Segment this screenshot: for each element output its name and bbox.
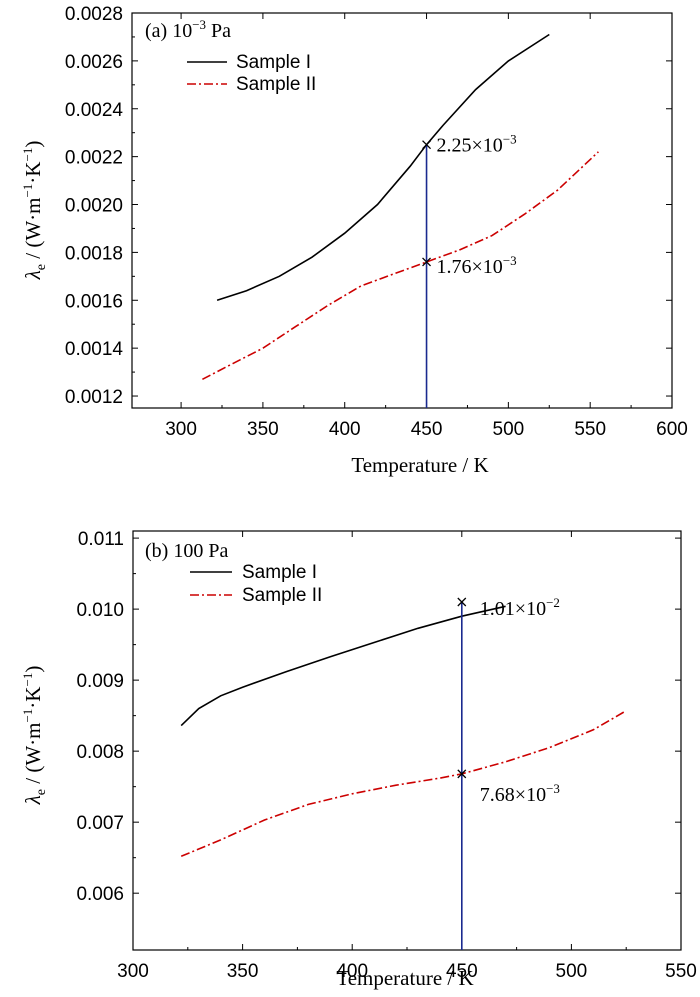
- panel-b-series: [180, 605, 627, 858]
- marker-value-label: 7.68×10−3: [480, 781, 560, 806]
- marker-x-stroke: [457, 597, 467, 607]
- marker-value-label: 1.76×10−3: [437, 253, 517, 278]
- panel-b: 300 350 400 450 500 550 0.006 0.007 0.008 0.009 0.…: [20, 529, 697, 990]
- panel-a: 300 350 400 450 500 550 600 0.0012 0.0014 0.0016 0…: [20, 4, 688, 477]
- y-tick-label: 0.006: [76, 884, 124, 905]
- panel-b-y-axis-label: λe / (W·m−1·K−1): [20, 666, 49, 806]
- y-tick-label: 0.0024: [65, 100, 124, 121]
- x-tick-label: 550: [665, 961, 697, 982]
- panel-a-y-axis-label: λe / (W·m−1·K−1): [20, 141, 49, 281]
- panel-a-series: [202, 33, 599, 381]
- x-tick-label: 500: [493, 419, 525, 440]
- x-tick-label: 600: [656, 419, 688, 440]
- y-tick-label: 0.0028: [65, 4, 123, 25]
- panel-a-condition-unit: Pa: [206, 20, 231, 42]
- y-tick-label: 0.008: [76, 742, 124, 763]
- x-tick-label: 500: [556, 961, 588, 982]
- marker-value-label: 2.25×10−3: [437, 132, 517, 157]
- y-tick-label: 0.0012: [65, 387, 123, 408]
- y-tick-label: 0.0018: [65, 243, 123, 264]
- series-line-sample-i: [180, 605, 506, 727]
- legend-label-sample-i: Sample I: [242, 562, 317, 583]
- panel-b-axes-frame: [132, 530, 682, 951]
- panel-a-markers: 2.25×10−3 1.76×10−3: [422, 132, 517, 408]
- y-tick-label: 0.0016: [65, 291, 123, 312]
- panel-b-label: (b): [145, 540, 168, 562]
- x-tick-label: 350: [247, 419, 279, 440]
- series-line-sample-i: [216, 33, 550, 302]
- y-tick-label: 0.007: [76, 813, 124, 834]
- panel-b-x-axis-label: Temperature / K: [336, 966, 473, 990]
- panel-b-condition: 100 Pa: [173, 540, 228, 562]
- panel-b-legend: Sample I Sample II: [190, 562, 322, 606]
- panel-b-title: (b) 100 Pa: [145, 540, 228, 562]
- marker-x-stroke: [422, 257, 432, 267]
- panel-a-ticks: 300 350 400 450 500 550 600 0.0012 0.0014 0.0016 0…: [65, 4, 688, 440]
- legend-label-sample-i: Sample I: [236, 52, 311, 73]
- marker-value-label: 1.01×10−2: [480, 595, 560, 620]
- x-tick-label: 450: [446, 961, 478, 982]
- x-tick-label: 350: [227, 961, 259, 982]
- y-tick-label: 0.011: [78, 529, 124, 550]
- series-line-sample-ii: [180, 710, 627, 858]
- panel-b-plot-area: [132, 530, 682, 951]
- legend-label-sample-ii: Sample II: [242, 585, 322, 606]
- y-tick-label: 0.0020: [65, 196, 123, 217]
- panel-a-title: (a) 10−3 Pa: [145, 17, 231, 42]
- marker-x-stroke: [422, 140, 432, 150]
- y-tick-label: 0.0026: [65, 52, 123, 73]
- y-tick-label: 0.0014: [65, 339, 124, 360]
- y-tick-label: 0.009: [76, 671, 124, 692]
- series-line-sample-ii: [202, 151, 599, 381]
- y-tick-label: 0.0022: [65, 148, 123, 169]
- panel-a-x-axis-label: Temperature / K: [351, 453, 488, 477]
- panel-a-label: (a): [145, 20, 167, 42]
- panel-a-plot-area: [131, 12, 673, 409]
- panel-a-condition-exp: −3: [192, 17, 206, 32]
- x-tick-label: 400: [329, 419, 361, 440]
- x-tick-label: 550: [574, 419, 606, 440]
- legend-label-sample-ii: Sample II: [236, 74, 316, 95]
- x-tick-label: 450: [411, 419, 443, 440]
- marker-x-stroke: [457, 769, 467, 779]
- panel-a-condition-base: 10: [172, 20, 192, 42]
- x-tick-label: 300: [165, 419, 197, 440]
- x-tick-label: 400: [336, 961, 368, 982]
- panel-b-ticks: 300 350 400 450 500 550 0.006 0.007 0.008 0.009 0.…: [76, 529, 696, 982]
- panel-a-axes-frame: [131, 12, 673, 409]
- y-tick-label: 0.010: [76, 600, 124, 621]
- panel-b-markers: 1.01×10−2 7.68×10−3: [457, 595, 560, 950]
- x-tick-label: 300: [117, 961, 149, 982]
- panel-a-legend: Sample I Sample II: [187, 52, 316, 95]
